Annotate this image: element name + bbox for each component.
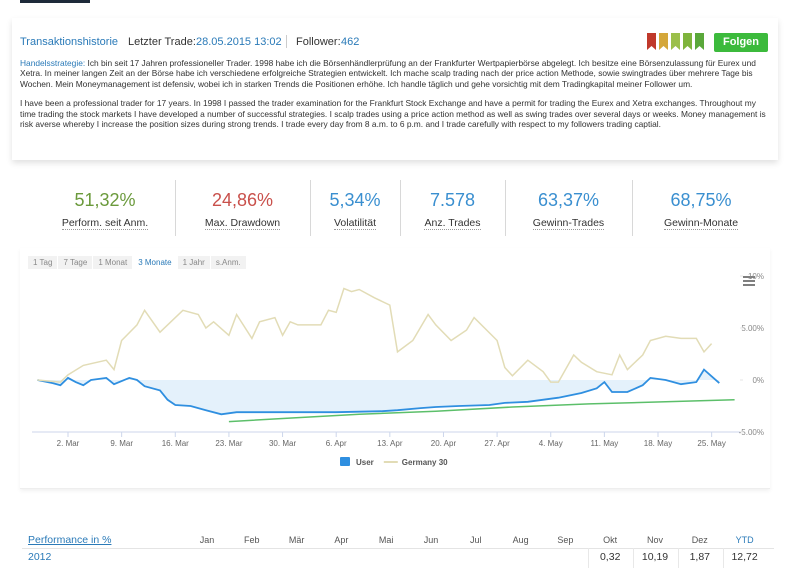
cell-separator bbox=[588, 548, 590, 568]
stat: 24,86% Max. Drawdown bbox=[175, 182, 310, 234]
x-tick-label: 18. May bbox=[644, 439, 672, 448]
table-cell: 0,32 bbox=[599, 551, 621, 563]
table-cell: 10,19 bbox=[641, 551, 669, 563]
cell-separator bbox=[633, 548, 634, 568]
strategy-de: Ich bin seit 17 Jahren professioneller T… bbox=[20, 58, 756, 89]
column-header: Dez bbox=[691, 535, 708, 545]
history-tab[interactable]: Transaktionshistorie bbox=[20, 36, 119, 48]
stat-label: Perform. seit Anm. bbox=[61, 217, 149, 230]
strategy-label: Handelsstrategie: bbox=[20, 58, 86, 68]
x-tick-label: 20. Apr bbox=[431, 439, 457, 448]
separator bbox=[286, 35, 287, 48]
stat: 51,32% Perform. seit Anm. bbox=[35, 182, 175, 234]
x-tick-label: 11. May bbox=[590, 439, 618, 448]
cell-separator bbox=[677, 548, 679, 568]
column-header: Nov bbox=[646, 535, 663, 545]
legend-item: User bbox=[340, 457, 374, 467]
followers: 462 bbox=[341, 36, 360, 48]
stat: 63,37% Gewinn-Trades bbox=[505, 182, 632, 234]
follow-button[interactable]: Folgen bbox=[714, 33, 768, 52]
column-header: Feb bbox=[244, 535, 260, 545]
chart: 10% 5.00% 0% -5.00% 2. Mar 9. Mar 16. Mar 23. M… bbox=[32, 272, 764, 467]
y-tick-label: 5.00% bbox=[741, 324, 764, 333]
column-header: Okt bbox=[603, 535, 618, 545]
x-tick-label: 9. Mar bbox=[110, 439, 133, 448]
y-tick-label: 0% bbox=[752, 376, 764, 385]
separator bbox=[400, 180, 401, 236]
column-header: YTD bbox=[735, 535, 754, 545]
column-header: Mai bbox=[378, 535, 394, 545]
stat-value: 51,32% bbox=[74, 190, 136, 210]
range-tab[interactable]: 7 Tage bbox=[58, 256, 93, 269]
stat: 68,75% Gewinn-Monate bbox=[632, 182, 770, 234]
stat: 5,34% Volatilität bbox=[310, 182, 400, 234]
legend-item: Germany 30 bbox=[383, 458, 448, 467]
legend-swatch bbox=[340, 457, 350, 466]
x-tick-label: 2. Mar bbox=[57, 439, 80, 448]
separator bbox=[632, 180, 633, 236]
legend-label: User bbox=[356, 458, 374, 467]
range-tab[interactable]: 1 Tag bbox=[28, 256, 58, 269]
x-tick-label: 25. May bbox=[697, 439, 725, 448]
y-tick-label: 10% bbox=[748, 272, 764, 281]
row-year[interactable]: 2012 bbox=[28, 551, 52, 563]
rating-flags bbox=[647, 33, 704, 50]
stat: 7.578 Anz. Trades bbox=[400, 182, 505, 234]
stat-value: 5,34% bbox=[329, 190, 381, 210]
x-tick-label: 4. May bbox=[539, 439, 563, 448]
range-tab[interactable]: 1 Jahr bbox=[177, 256, 210, 269]
range-tabs: 1 Tag 7 Tage 1 Monat 3 Monate 1 Jahr s.Anm. bbox=[28, 252, 247, 269]
last-trade-label: Letzter Trade: bbox=[128, 36, 196, 48]
separator bbox=[175, 180, 176, 236]
follower-label: Follower: bbox=[296, 36, 341, 48]
range-tab[interactable]: 3 Monate bbox=[133, 256, 177, 269]
separator bbox=[505, 180, 506, 236]
column-header: Apr bbox=[334, 535, 349, 545]
table-cell: 1,87 bbox=[689, 551, 711, 563]
y-tick-label: -5.00% bbox=[739, 428, 764, 437]
column-header: Jan bbox=[199, 535, 215, 545]
stat-value: 24,86% bbox=[211, 190, 274, 210]
column-header: Mär bbox=[288, 535, 305, 545]
chart-menu[interactable] bbox=[741, 273, 757, 287]
stat-label: Gewinn-Trades bbox=[532, 217, 605, 230]
x-tick-label: 6. Apr bbox=[326, 439, 347, 448]
table-cell: 12,72 bbox=[731, 551, 758, 563]
column-header: Jun bbox=[423, 535, 439, 545]
x-tick-label: 23. Mar bbox=[215, 439, 242, 448]
logo-edge bbox=[20, 0, 90, 3]
stat-label: Max. Drawdown bbox=[204, 217, 281, 230]
x-tick-label: 16. Mar bbox=[162, 439, 189, 448]
stat-label: Gewinn-Monate bbox=[663, 217, 739, 230]
column-header: Aug bbox=[512, 535, 529, 545]
strategy-text: Handelsstrategie: Ich bin seit 17 Jahren… bbox=[20, 58, 772, 138]
stat-value: 68,75% bbox=[670, 190, 732, 210]
chart-panel bbox=[20, 248, 770, 489]
stat-value: 7.578 bbox=[429, 190, 476, 210]
series-line bbox=[37, 287, 713, 383]
stat-value: 63,37% bbox=[537, 190, 600, 210]
range-tab[interactable]: 1 Monat bbox=[93, 256, 133, 269]
series-line bbox=[37, 368, 720, 416]
stat-label: Anz. Trades bbox=[424, 217, 481, 230]
strategy-en: I have been a professional trader for 17… bbox=[20, 98, 766, 130]
stat-label: Volatilität bbox=[333, 217, 377, 230]
table-title: Performance in % bbox=[28, 534, 112, 546]
series-line bbox=[228, 399, 735, 423]
separator bbox=[310, 180, 311, 236]
x-tick-label: 27. Apr bbox=[484, 439, 510, 448]
last-trade: 28.05.2015 13:02 bbox=[196, 36, 282, 48]
row-divider bbox=[22, 548, 774, 549]
range-tab[interactable]: s.Anm. bbox=[210, 256, 246, 269]
x-tick-label: 30. Mar bbox=[269, 439, 296, 448]
column-header: Sep bbox=[557, 535, 574, 545]
column-header: Jul bbox=[470, 535, 482, 545]
legend-label: Germany 30 bbox=[402, 458, 448, 467]
cell-separator bbox=[722, 548, 724, 568]
x-tick-label: 13. Apr bbox=[377, 439, 403, 448]
